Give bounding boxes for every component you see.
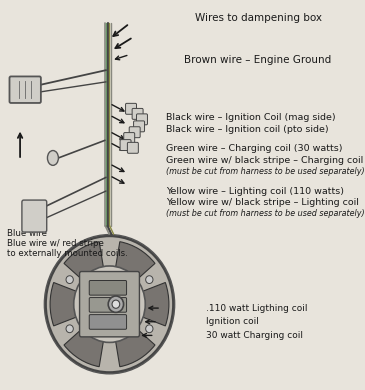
Text: Yellow wire – Lighting coil (110 watts): Yellow wire – Lighting coil (110 watts) (166, 186, 344, 196)
Text: Black wire – Ignition Coil (mag side): Black wire – Ignition Coil (mag side) (166, 112, 336, 122)
Ellipse shape (47, 151, 58, 165)
Text: Yellow wire w/ black stripe – Lighting coil: Yellow wire w/ black stripe – Lighting c… (166, 198, 359, 207)
FancyBboxPatch shape (124, 133, 135, 144)
Text: Blue wire w/ red stripe: Blue wire w/ red stripe (7, 239, 104, 248)
FancyBboxPatch shape (89, 280, 127, 295)
FancyBboxPatch shape (9, 76, 41, 103)
Circle shape (146, 276, 153, 284)
Text: Green wire – Charging coil (30 watts): Green wire – Charging coil (30 watts) (166, 144, 343, 154)
FancyBboxPatch shape (134, 121, 145, 132)
Wedge shape (64, 242, 103, 280)
Wedge shape (116, 242, 155, 280)
Wedge shape (142, 282, 169, 326)
FancyBboxPatch shape (137, 114, 147, 125)
FancyBboxPatch shape (22, 200, 47, 232)
Circle shape (146, 325, 153, 333)
Circle shape (66, 276, 73, 284)
FancyBboxPatch shape (132, 108, 143, 119)
FancyBboxPatch shape (127, 142, 138, 153)
Text: Black wire – Ignition coil (pto side): Black wire – Ignition coil (pto side) (166, 125, 329, 134)
FancyBboxPatch shape (89, 315, 127, 329)
Circle shape (46, 236, 173, 372)
Text: (must be cut from harness to be used separately): (must be cut from harness to be used sep… (166, 167, 365, 176)
Circle shape (112, 300, 120, 308)
Text: .110 watt Ligthing coil: .110 watt Ligthing coil (206, 303, 308, 313)
Circle shape (74, 266, 145, 342)
Wedge shape (50, 282, 77, 326)
Text: 30 watt Charging coil: 30 watt Charging coil (206, 331, 303, 340)
Text: (must be cut from harness to be used separately): (must be cut from harness to be used sep… (166, 209, 365, 218)
FancyBboxPatch shape (80, 271, 139, 337)
Circle shape (108, 296, 123, 312)
FancyBboxPatch shape (89, 298, 127, 312)
FancyBboxPatch shape (126, 103, 137, 114)
FancyBboxPatch shape (129, 127, 140, 138)
Wedge shape (64, 328, 103, 367)
FancyBboxPatch shape (120, 140, 131, 151)
Text: Green wire w/ black stripe – Charging coil: Green wire w/ black stripe – Charging co… (166, 156, 363, 165)
Text: Ignition coil: Ignition coil (206, 317, 259, 326)
Text: Blue wire: Blue wire (7, 229, 47, 239)
Text: Wires to dampening box: Wires to dampening box (195, 12, 322, 23)
Text: to externally mounted coils.: to externally mounted coils. (7, 249, 128, 258)
Text: Brown wire – Engine Ground: Brown wire – Engine Ground (184, 55, 331, 66)
Wedge shape (116, 328, 155, 367)
Circle shape (66, 325, 73, 333)
